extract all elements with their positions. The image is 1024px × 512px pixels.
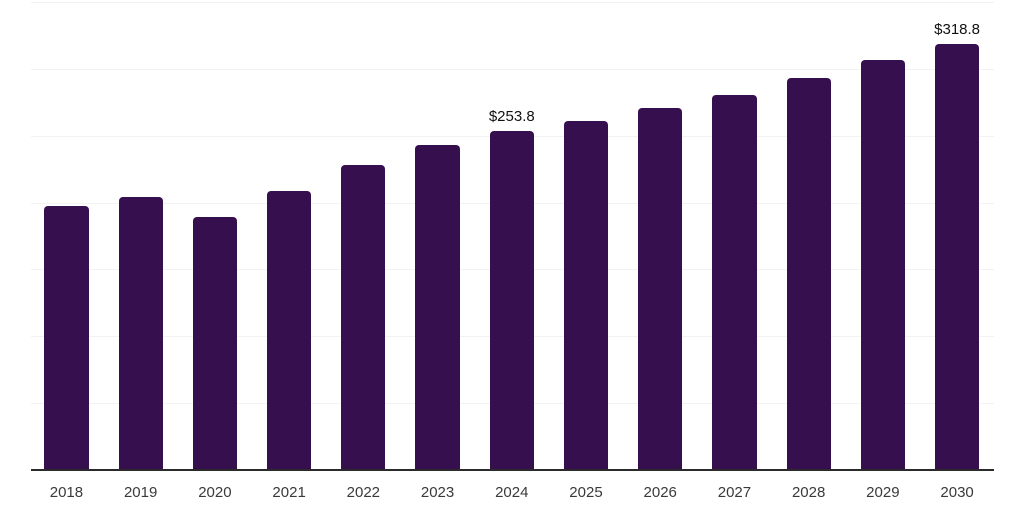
- plot-area: $253.8 $318.8: [31, 2, 994, 471]
- bar-2019: [118, 196, 163, 470]
- x-tick-label-2024: 2024: [495, 484, 529, 501]
- x-tick-label-2027: 2027: [717, 484, 752, 501]
- x-tick-label-2028: 2028: [791, 484, 826, 501]
- x-tick-label-2022: 2022: [346, 484, 381, 501]
- bar-value-label-2030: $318.8: [934, 20, 981, 38]
- bar-2021: [266, 190, 312, 470]
- x-tick-label-2021: 2021: [272, 484, 306, 501]
- x-axis-line: [31, 469, 994, 471]
- bar-2022: [341, 165, 386, 470]
- gridline-350: [31, 2, 994, 3]
- x-tick-label-2020: 2020: [198, 484, 232, 501]
- bar-2030: [934, 43, 980, 470]
- gridline-300: [31, 68, 994, 70]
- x-tick-label-2023: 2023: [420, 484, 455, 501]
- x-tick-label-2019: 2019: [123, 484, 158, 501]
- bar-2025: [563, 120, 609, 470]
- bar-2024: [489, 130, 534, 470]
- x-tick-label-2025: 2025: [569, 484, 603, 501]
- bar-2027: [712, 94, 757, 470]
- x-tick-label-2018: 2018: [49, 484, 84, 501]
- bar-2020: [192, 216, 238, 470]
- x-tick-label-2030: 2030: [940, 484, 974, 501]
- bar-2026: [638, 108, 683, 470]
- bar-2028: [786, 78, 831, 470]
- bar-value-label-2024: $253.8: [488, 107, 535, 125]
- bar-2029: [860, 60, 906, 470]
- x-tick-label-2026: 2026: [643, 484, 677, 501]
- x-tick-label-2029: 2029: [866, 484, 900, 501]
- bar-2023: [415, 145, 460, 470]
- bar-2018: [44, 205, 89, 470]
